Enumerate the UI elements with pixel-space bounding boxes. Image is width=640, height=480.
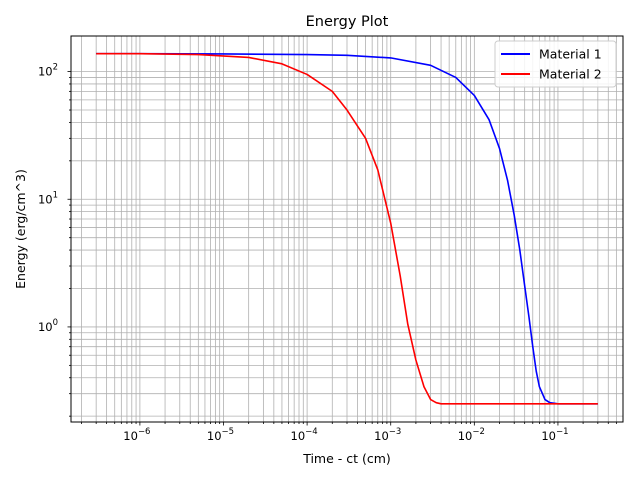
axis-ticks [67, 71, 617, 426]
legend: Material 1 Material 2 [494, 40, 617, 88]
y-tick-label: 100 [38, 318, 58, 334]
legend-box [494, 40, 617, 88]
tick-labels: 10−6 10−5 10−4 10−3 10−2 10−1 100 101 102 [38, 63, 569, 443]
grid [71, 36, 623, 422]
series-group [96, 52, 598, 405]
x-tick-label: 10−1 [541, 427, 568, 443]
x-axis-label: Time - ct (cm) [302, 451, 391, 466]
x-tick-label: 10−5 [207, 427, 234, 443]
legend-label-material-1: Material 1 [539, 47, 602, 62]
series-line-material-2 [96, 52, 598, 405]
chart-title: Energy Plot [306, 14, 389, 30]
y-axis-label: Energy (erg/cm^3) [13, 169, 28, 289]
x-tick-label: 10−6 [123, 427, 150, 443]
x-tick-label: 10−3 [374, 427, 401, 443]
legend-label-material-2: Material 2 [539, 67, 602, 82]
x-tick-label: 10−2 [458, 427, 485, 443]
x-tick-label: 10−4 [291, 427, 318, 443]
y-tick-label: 101 [38, 190, 58, 206]
y-tick-label: 102 [38, 63, 58, 79]
series-line-material-1 [96, 52, 598, 405]
